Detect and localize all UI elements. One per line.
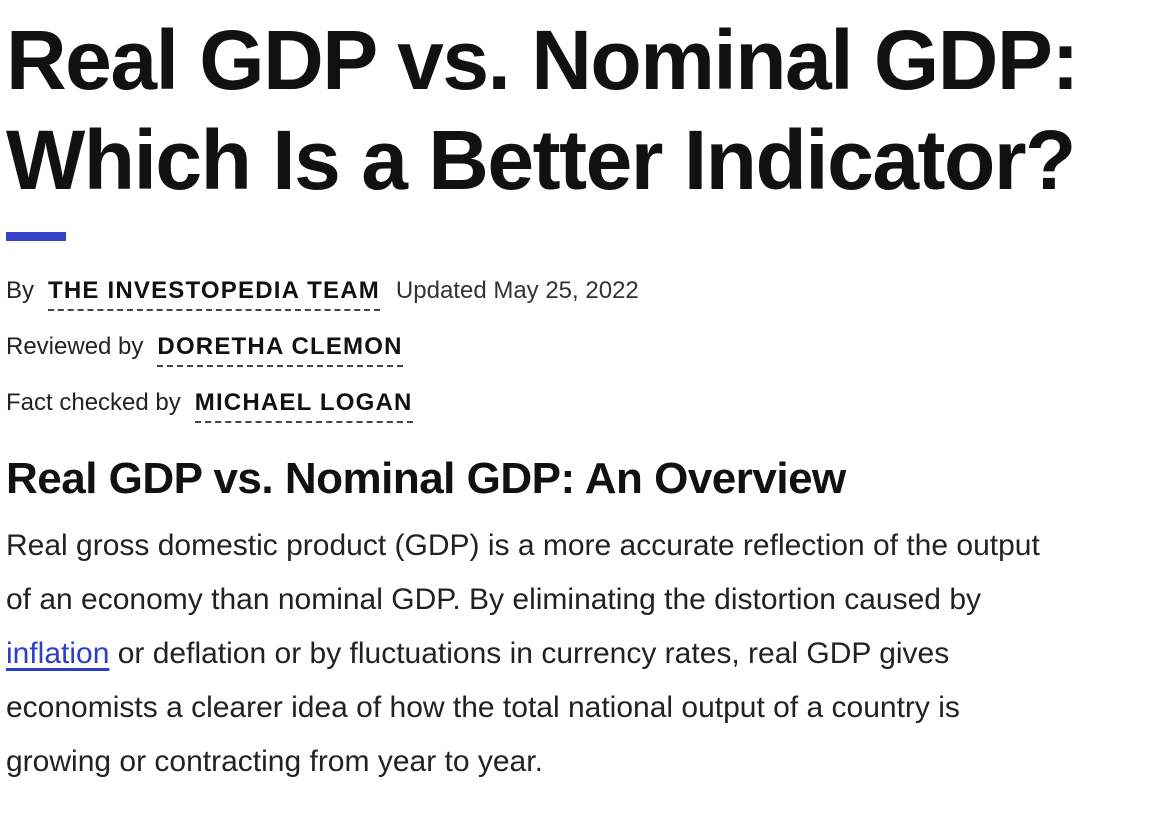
reviewer-link[interactable]: DORETHA CLEMON — [157, 333, 403, 367]
reviewed-by-label: Reviewed by — [6, 333, 144, 360]
paragraph-line-rest: or deflation or by fluctuations in curre… — [109, 637, 950, 670]
author-link[interactable]: THE INVESTOPEDIA TEAM — [48, 277, 380, 311]
byline-factcheck-row: Fact checked by MICHAEL LOGAN — [6, 389, 1172, 445]
factchecker-link[interactable]: MICHAEL LOGAN — [194, 389, 413, 423]
title-accent-bar — [6, 232, 66, 241]
byline: By THE INVESTOPEDIA TEAM Updated May 25,… — [6, 277, 1172, 445]
section-heading: Real GDP vs. Nominal GDP: An Overview — [6, 454, 846, 503]
byline-reviewer-row: Reviewed by DORETHA CLEMON — [6, 333, 1172, 389]
article-title: Real GDP vs. Nominal GDP: Which Is a Bet… — [6, 0, 1172, 210]
paragraph-line: Real gross domestic product (GDP) is a m… — [6, 529, 1040, 562]
paragraph-line: of an economy than nominal GDP. By elimi… — [6, 583, 981, 616]
byline-author-row: By THE INVESTOPEDIA TEAM Updated May 25,… — [6, 277, 1172, 333]
overview-paragraph: Real gross domestic product (GDP) is a m… — [6, 519, 1172, 789]
article-title-line-2: Which Is a Better Indicator? — [6, 113, 1076, 207]
fact-checked-by-label: Fact checked by — [6, 389, 181, 416]
inflation-link[interactable]: inflation — [6, 637, 110, 670]
updated-date: Updated May 25, 2022 — [395, 277, 639, 304]
article-page: Real GDP vs. Nominal GDP: Which Is a Bet… — [6, 0, 1172, 789]
paragraph-line: growing or contracting from year to year… — [6, 745, 543, 778]
paragraph-line: inflation or deflation or by fluctuation… — [6, 627, 1172, 681]
article-title-line-1: Real GDP vs. Nominal GDP: — [6, 13, 1079, 107]
by-label: By — [6, 277, 35, 304]
paragraph-line: economists a clearer idea of how the tot… — [6, 691, 960, 724]
